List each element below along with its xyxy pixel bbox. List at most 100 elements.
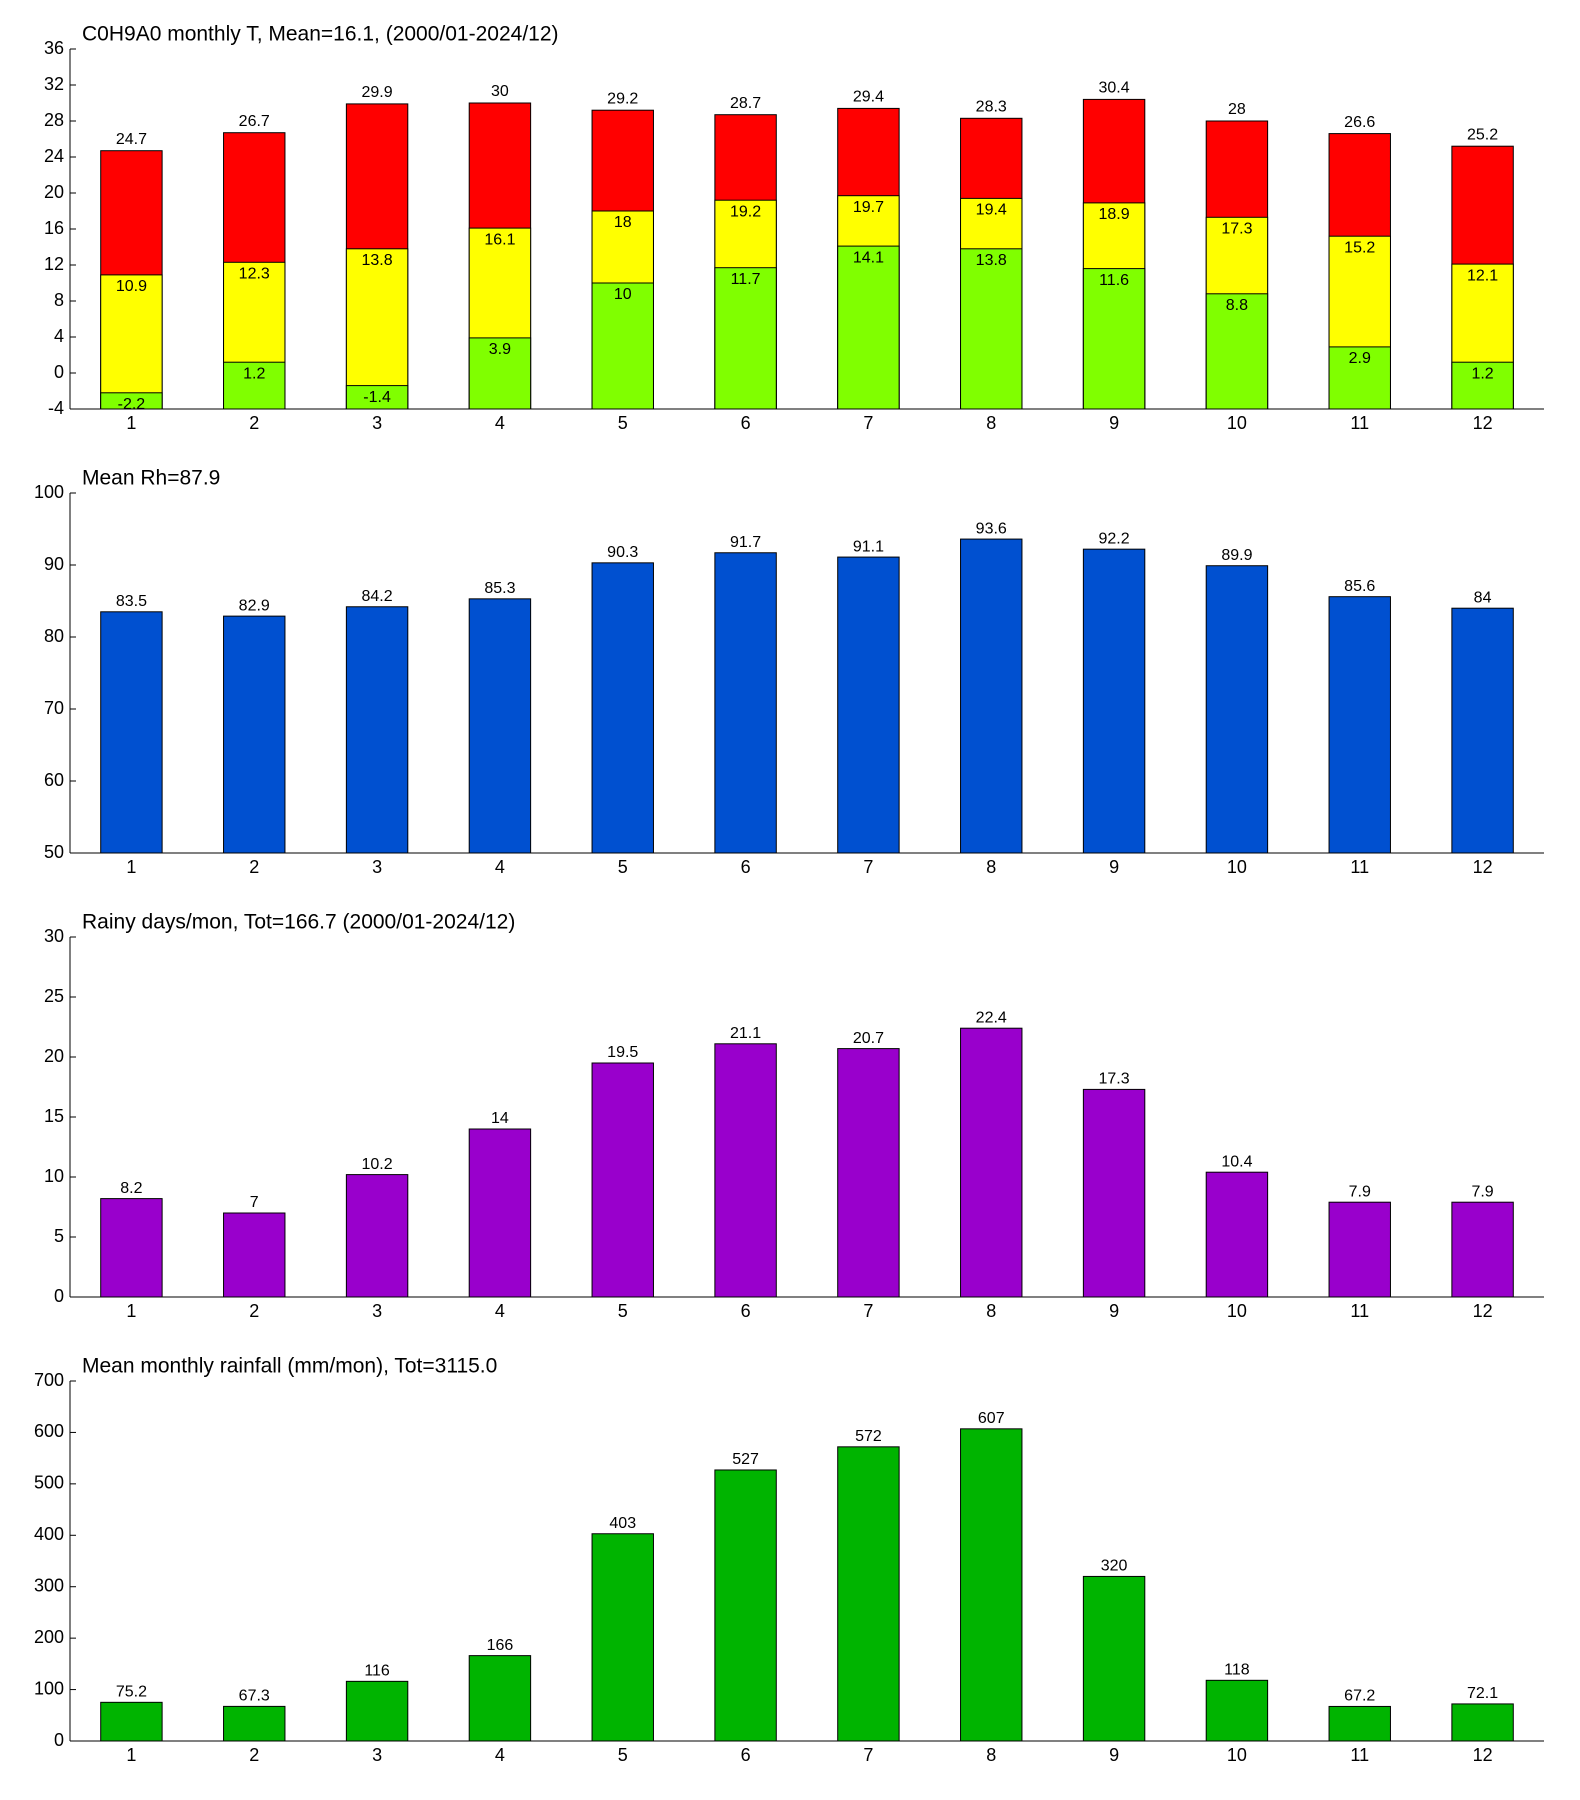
bar [1451,1201,1514,1298]
value-label: 83.5 [116,593,147,610]
bar [100,611,163,854]
value-label: 19.2 [730,203,761,220]
value-label: 14.1 [853,249,884,266]
x-tick-label: 1 [126,1745,136,1765]
y-tick-label: 30 [44,926,64,946]
bar [714,1469,777,1742]
bar [1082,548,1146,854]
x-tick-label: 11 [1350,413,1369,433]
value-label: 116 [364,1663,390,1680]
x-tick-label: 9 [1109,1745,1119,1765]
value-label: 10.2 [362,1156,393,1173]
x-tick-label: 7 [863,1301,873,1321]
value-label: 3.9 [489,341,511,358]
x-tick-label: 12 [1473,857,1493,877]
value-label: 89.9 [1221,547,1252,564]
value-label: 11.6 [1099,272,1129,289]
value-label: 18 [614,214,632,231]
x-tick-label: 6 [741,1745,751,1765]
value-label: 320 [1101,1558,1128,1575]
value-label: 21.1 [730,1025,761,1042]
value-label: 118 [1224,1662,1250,1679]
y-tick-label: 80 [44,626,64,646]
value-label: 67.3 [239,1688,270,1705]
y-tick-label: 90 [44,554,64,574]
value-label: 10.9 [116,278,147,295]
value-label: 1.2 [1471,365,1493,382]
bar [468,598,532,854]
value-label: 82.9 [239,597,270,614]
bar [468,1655,532,1742]
bar [1451,1703,1514,1742]
x-tick-label: 9 [1109,1301,1119,1321]
y-tick-label: 28 [44,110,64,130]
value-label: 25.2 [1467,126,1498,143]
bar [960,1428,1023,1742]
bar [468,1128,532,1298]
x-tick-label: 10 [1227,1745,1247,1765]
bar [223,361,286,410]
value-label: 403 [609,1515,636,1532]
x-tick-label: 6 [741,413,751,433]
value-label: 10 [614,286,632,303]
x-tick-label: 5 [618,857,628,877]
value-label: 18.9 [1099,206,1130,223]
value-label: 572 [855,1428,882,1445]
bar [1205,1171,1269,1298]
y-tick-label: -4 [48,398,64,418]
y-tick-label: 500 [34,1473,64,1493]
value-label: 17.3 [1099,1071,1130,1088]
x-tick-label: 8 [986,413,996,433]
value-label: 29.9 [362,84,393,101]
x-tick-label: 10 [1227,857,1247,877]
y-tick-label: 32 [44,74,64,94]
value-label: 19.7 [853,199,884,216]
bar [468,337,532,410]
value-label: 13.8 [976,252,1007,269]
x-tick-label: 4 [495,1301,505,1321]
value-label: 20.7 [853,1030,884,1047]
y-tick-label: 400 [34,1524,64,1544]
y-tick-label: 300 [34,1575,64,1595]
bar [1082,268,1146,410]
bar [1205,1679,1269,1742]
x-tick-label: 2 [249,857,259,877]
value-label: 24.7 [116,131,147,148]
value-label: 12.3 [239,266,270,283]
chart-title: Mean Rh=87.9 [82,467,220,490]
y-tick-label: 24 [44,146,64,166]
value-label: 30 [491,83,509,100]
bar [1082,1088,1146,1298]
y-tick-label: 20 [44,182,64,202]
bar [223,1212,286,1298]
y-tick-label: 700 [34,1370,64,1390]
value-label: 90.3 [607,544,638,561]
x-tick-label: 8 [986,1745,996,1765]
value-label: 92.2 [1099,530,1130,547]
bar [223,1705,286,1742]
x-tick-label: 10 [1227,413,1247,433]
value-label: 67.2 [1344,1688,1375,1705]
bar [1451,607,1514,854]
bar [591,282,654,410]
value-label: 91.7 [730,534,761,551]
x-tick-label: 1 [126,857,136,877]
value-label: 12.1 [1467,267,1498,284]
bar [714,1043,777,1298]
x-tick-label: 4 [495,1745,505,1765]
bar [100,1198,163,1298]
value-label: 10.4 [1221,1153,1252,1170]
y-tick-label: 12 [44,254,64,274]
x-tick-label: 4 [495,857,505,877]
value-label: 8.8 [1226,297,1248,314]
x-tick-label: 3 [372,857,382,877]
chart-title: Rainy days/mon, Tot=166.7 (2000/01-2024/… [82,911,515,934]
x-tick-label: 11 [1350,1745,1369,1765]
y-tick-label: 8 [54,290,64,310]
bar [1328,1201,1391,1298]
value-label: 7.9 [1471,1183,1493,1200]
value-label: 607 [978,1410,1005,1427]
value-label: 26.6 [1344,114,1375,131]
value-label: 26.7 [239,113,270,130]
